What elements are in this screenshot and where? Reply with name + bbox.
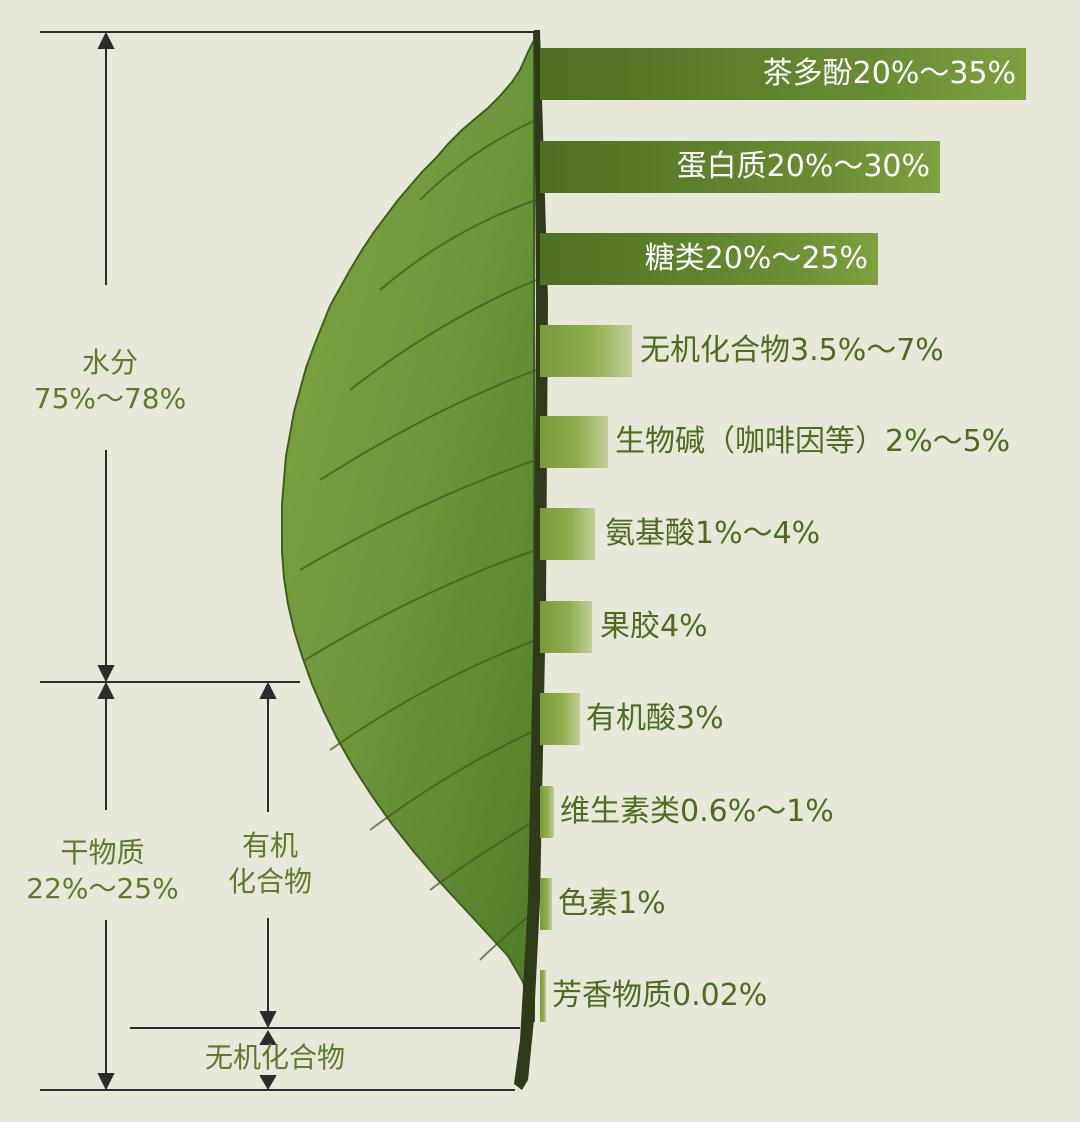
component-bar-sugars [540,233,878,285]
water-dimension-arrow [97,31,115,683]
component-label-pigments: 色素1% [558,886,666,921]
component-bar-protein [540,141,940,193]
inorganic-dimension-arrow [259,1030,277,1090]
component-label-sugars: 糖类20%～25% [644,241,868,276]
component-bar-tea-polyphenols [540,48,1026,100]
component-bar-amino-acids [540,508,595,560]
component-label-alkaloids: 生物碱（咖啡因等）2%～5% [615,424,1011,459]
organic-dimension-arrow [259,681,277,1029]
water-label: 水分 75%～78% [33,346,187,415]
inorganic-compounds-label: 无机化合物 [204,1041,345,1074]
component-label-pectin: 果胶4% [600,609,708,644]
component-label-vitamins: 维生素类0.6%～1% [560,794,834,829]
component-label-aroma: 芳香物质0.02% [552,978,768,1013]
component-bar-alkaloids [540,416,608,468]
dry-matter-label: 干物质 22%～25% [26,836,179,905]
leaf-veins [299,119,537,961]
component-label-organic-acids: 有机酸3% [586,701,724,736]
component-label-inorganic: 无机化合物3.5%～7% [640,333,944,368]
leaf-shape [281,31,540,1023]
guide-lines [40,31,540,1091]
organic-compounds-label: 有机 化合物 [227,829,312,898]
component-bar-vitamins [540,786,554,838]
component-bar-organic-acids [540,693,580,745]
component-label-amino-acids: 氨基酸1%～4% [605,516,821,551]
leaf-stem [514,30,548,1090]
component-bar-pectin [540,601,592,653]
component-label-tea-polyphenols: 茶多酚20%～35% [762,56,1016,91]
component-bar-aroma [540,970,546,1022]
component-bar-pigments [540,878,552,930]
component-label-protein: 蛋白质20%～30% [676,149,930,184]
dry-matter-dimension-arrow [97,681,115,1091]
component-bar-inorganic [540,325,632,377]
